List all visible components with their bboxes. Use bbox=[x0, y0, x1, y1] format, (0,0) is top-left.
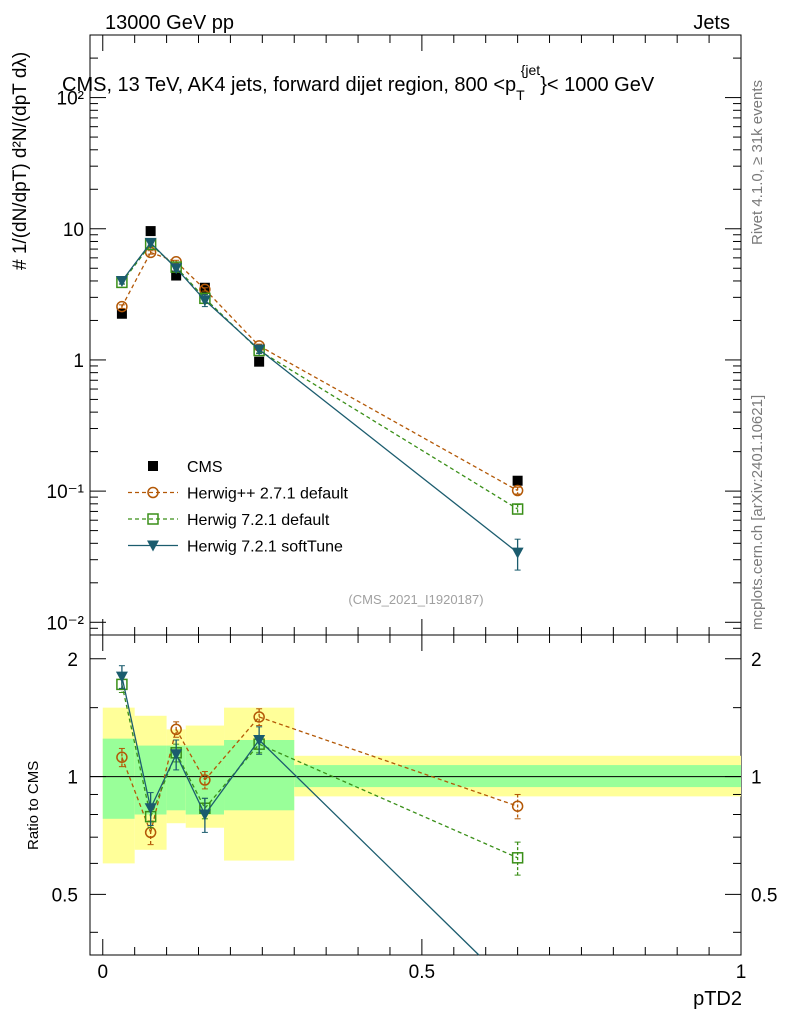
main-series-layer bbox=[115, 226, 524, 571]
ratio-data-point bbox=[511, 852, 524, 864]
ratio-data-point bbox=[253, 711, 265, 723]
plot-title-sub: T bbox=[516, 87, 525, 103]
ratio-series-layer bbox=[115, 665, 524, 956]
legend-entry: Herwig++ 2.7.1 default bbox=[128, 486, 349, 503]
main-data-point bbox=[198, 295, 211, 307]
main-series-line-segment bbox=[204, 288, 260, 347]
main-axes: 10⁻² 10⁻¹ 1 10 10² bbox=[47, 34, 742, 636]
ratio-data-point bbox=[170, 749, 183, 761]
band-inner bbox=[102, 738, 135, 819]
main-data-point bbox=[511, 547, 524, 559]
ratio-ytick-label: 2 bbox=[67, 650, 78, 671]
ratio-series-line-segment bbox=[121, 676, 152, 809]
main-data-point bbox=[145, 226, 156, 237]
main-series-1 bbox=[116, 246, 524, 497]
ratio-ytick-label: 1 bbox=[67, 768, 78, 789]
energy-label: 13000 GeV pp bbox=[105, 12, 234, 34]
main-data-point bbox=[254, 356, 265, 367]
main-series-line-segment bbox=[121, 252, 152, 307]
ratio-data-point bbox=[199, 774, 211, 786]
ratio-series-line-segment bbox=[258, 743, 518, 859]
mcplots-label: mcplots.cern.ch [arXiv:2401.10621] bbox=[749, 395, 766, 630]
xtick-label: 0.5 bbox=[409, 962, 435, 983]
legend-label: Herwig 7.2.1 softTune bbox=[187, 539, 343, 556]
main-data-point bbox=[171, 270, 182, 281]
main-data-point bbox=[116, 308, 127, 319]
ratio-data-point bbox=[170, 723, 182, 736]
ratio-series-line-segment bbox=[258, 716, 518, 807]
ratio-data-point bbox=[253, 735, 266, 747]
main-data-point bbox=[144, 237, 157, 249]
legend-marker bbox=[148, 461, 158, 471]
main-data-point bbox=[116, 300, 128, 313]
plot-title: CMS, 13 TeV, AK4 jets, forward dijet reg… bbox=[62, 62, 655, 103]
ratio-ytick-label-right: 1 bbox=[751, 768, 762, 789]
main-series-line-segment bbox=[175, 267, 206, 301]
ratio-series-line-segment bbox=[258, 739, 480, 956]
main-data-point bbox=[115, 275, 128, 287]
main-data-point bbox=[512, 475, 523, 486]
ratio-series-line-segment bbox=[121, 684, 152, 817]
main-series-line-segment bbox=[150, 251, 177, 263]
main-ytick-label: 1 bbox=[73, 351, 84, 372]
main-data-point bbox=[170, 263, 183, 275]
ratio-series-line-segment bbox=[175, 752, 206, 809]
ratio-ytick-label-right: 2 bbox=[751, 650, 762, 671]
ratio-y-axis-label: Ratio to CMS bbox=[25, 761, 42, 850]
ratio-series-line-segment bbox=[204, 739, 260, 815]
ratio-series-0 bbox=[116, 708, 524, 846]
legend-marker bbox=[147, 486, 159, 499]
legend-marker bbox=[147, 513, 159, 525]
main-series-line-segment bbox=[204, 299, 260, 351]
ratio-series-2 bbox=[115, 665, 480, 956]
legend-marker bbox=[147, 540, 159, 552]
legend-entry: Herwig 7.2.1 default bbox=[128, 512, 330, 529]
legend-label: Herwig++ 2.7.1 default bbox=[187, 486, 349, 503]
analysis-id-watermark: (CMS_2021_I1920187) bbox=[348, 592, 483, 607]
process-label: Jets bbox=[693, 12, 730, 34]
rivet-label: Rivet 4.1.0, ≥ 31k events bbox=[749, 80, 766, 245]
ratio-series-line-segment bbox=[175, 729, 206, 781]
main-series-2 bbox=[116, 238, 524, 515]
ratio-data-point bbox=[116, 751, 128, 764]
ratio-ytick-label: 0.5 bbox=[52, 885, 78, 906]
legend-entry: CMS bbox=[148, 459, 223, 476]
legend-entry: Herwig 7.2.1 softTune bbox=[128, 539, 343, 556]
ratio-uncertainty-bands bbox=[102, 707, 741, 864]
main-ytick-label: 10⁻² bbox=[47, 613, 85, 634]
ratio-axes: 0.5 0.5 1 1 2 2 0 0.5 1 bbox=[52, 635, 777, 983]
xtick-label: 0 bbox=[97, 962, 108, 983]
main-series-line-segment bbox=[258, 349, 518, 510]
ratio-data-point bbox=[511, 800, 524, 812]
main-series-line-segment bbox=[258, 345, 518, 492]
main-ytick-label: 10⁻¹ bbox=[47, 482, 85, 503]
main-series-line-segment bbox=[258, 349, 519, 554]
x-axis-label: pTD2 bbox=[693, 988, 742, 1010]
ratio-data-point bbox=[115, 671, 128, 683]
plot-title-suffix: }< 1000 GeV bbox=[540, 74, 655, 96]
xtick-label: 1 bbox=[736, 962, 747, 983]
main-series-line-segment bbox=[121, 242, 152, 282]
y-axis-label-text: # 1/(dN/dpT) d²N/(dpT dλ) bbox=[10, 52, 31, 270]
legend: CMS Herwig++ 2.7.1 default Herwig 7.2.1 de… bbox=[128, 459, 349, 556]
main-ytick-label: 10² bbox=[57, 89, 84, 110]
plot-title-sup: {jet bbox=[521, 62, 541, 78]
main-ytick-label: 10 bbox=[63, 220, 84, 241]
main-data-point bbox=[253, 344, 266, 356]
ratio-series-line-segment bbox=[175, 754, 206, 815]
main-series-3 bbox=[115, 237, 524, 571]
main-data-point bbox=[511, 503, 524, 515]
ratio-ytick-label-right: 0.5 bbox=[751, 885, 777, 906]
plot-title-prefix: CMS, 13 TeV, AK4 jets, forward dijet reg… bbox=[62, 74, 516, 96]
ratio-data-point bbox=[198, 809, 211, 821]
ratio-data-point bbox=[144, 803, 157, 815]
ratio-series-line-segment bbox=[150, 754, 177, 809]
legend-label: CMS bbox=[187, 459, 223, 476]
main-data-point bbox=[511, 484, 524, 497]
main-y-axis-label: # 1/(dN/dpT) d²N/(dpT dλ) bbox=[10, 52, 31, 270]
legend-label: Herwig 7.2.1 default bbox=[187, 512, 330, 529]
